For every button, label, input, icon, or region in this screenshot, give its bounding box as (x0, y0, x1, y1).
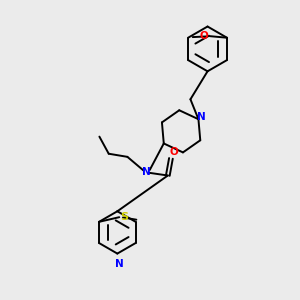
Text: N: N (115, 259, 123, 269)
Text: S: S (120, 212, 128, 222)
Text: O: O (200, 31, 208, 40)
Text: N: N (196, 112, 205, 122)
Text: N: N (142, 167, 150, 177)
Text: O: O (169, 147, 178, 157)
